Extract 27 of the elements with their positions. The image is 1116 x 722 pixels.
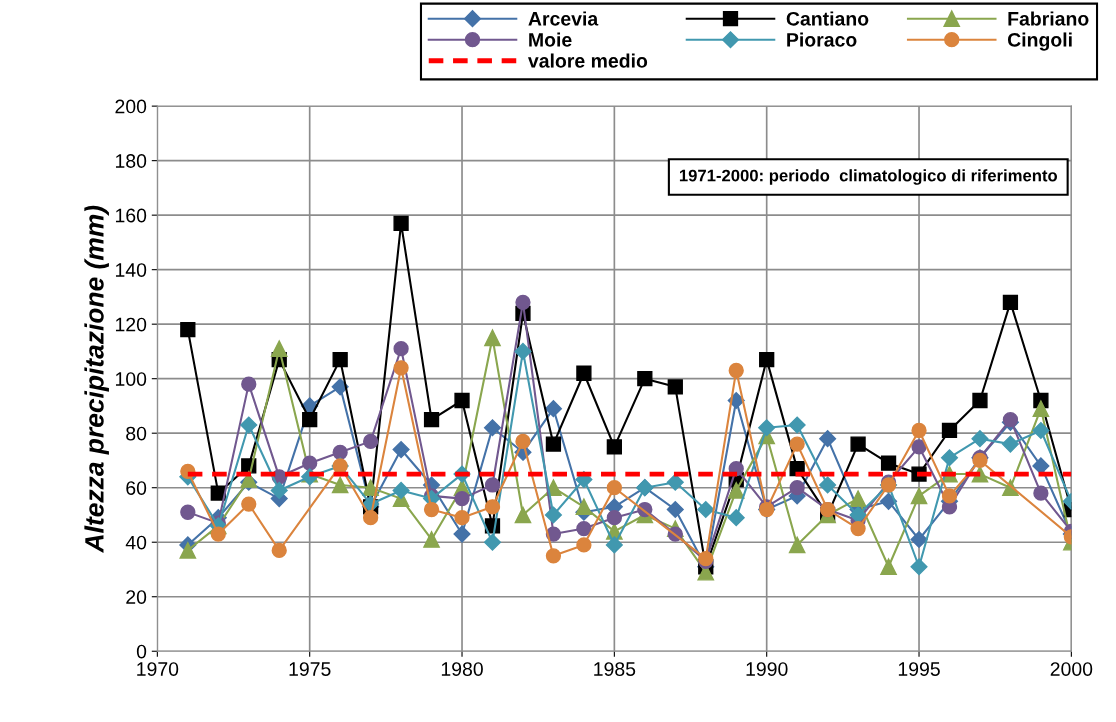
y-tick-label: 20	[126, 590, 147, 604]
y-tick-label: 100	[115, 372, 147, 386]
y-tick-label: 40	[125, 535, 147, 550]
y-tick-label: 0	[136, 644, 147, 659]
legend-label: Arcevia	[528, 11, 599, 26]
y-tick-label: 180	[115, 154, 147, 168]
x-tick-label: 1975	[289, 662, 331, 676]
legend-label: Fabriano	[1008, 11, 1089, 26]
y-tick-label: 200	[115, 99, 147, 114]
legend-label: Pioraco	[787, 32, 857, 47]
y-tick-label: 140	[115, 263, 147, 277]
y-axis-title: Altezza precipitazione (mm)	[84, 205, 109, 553]
y-tick-label: 120	[115, 317, 147, 332]
y-tick-label: 80	[126, 426, 147, 441]
x-tick-label: 1990	[746, 662, 788, 676]
x-tick-label: 1980	[441, 662, 483, 676]
y-tick-label: 60	[126, 481, 147, 495]
legend-label: Cingoli	[1007, 32, 1072, 51]
legend-label: valore medio	[528, 53, 648, 68]
x-tick-label: 1985	[594, 662, 636, 676]
x-tick-label: 2000	[1050, 662, 1093, 676]
legend-label: Cantiano	[786, 11, 869, 26]
annotation: 1971-2000: periodo climatologico di riferimento	[679, 169, 1058, 185]
legend-label: Moie	[529, 32, 572, 47]
x-tick-label: 1970	[137, 662, 179, 676]
x-tick-label: 1995	[898, 662, 940, 676]
y-tick-label: 160	[115, 208, 147, 223]
